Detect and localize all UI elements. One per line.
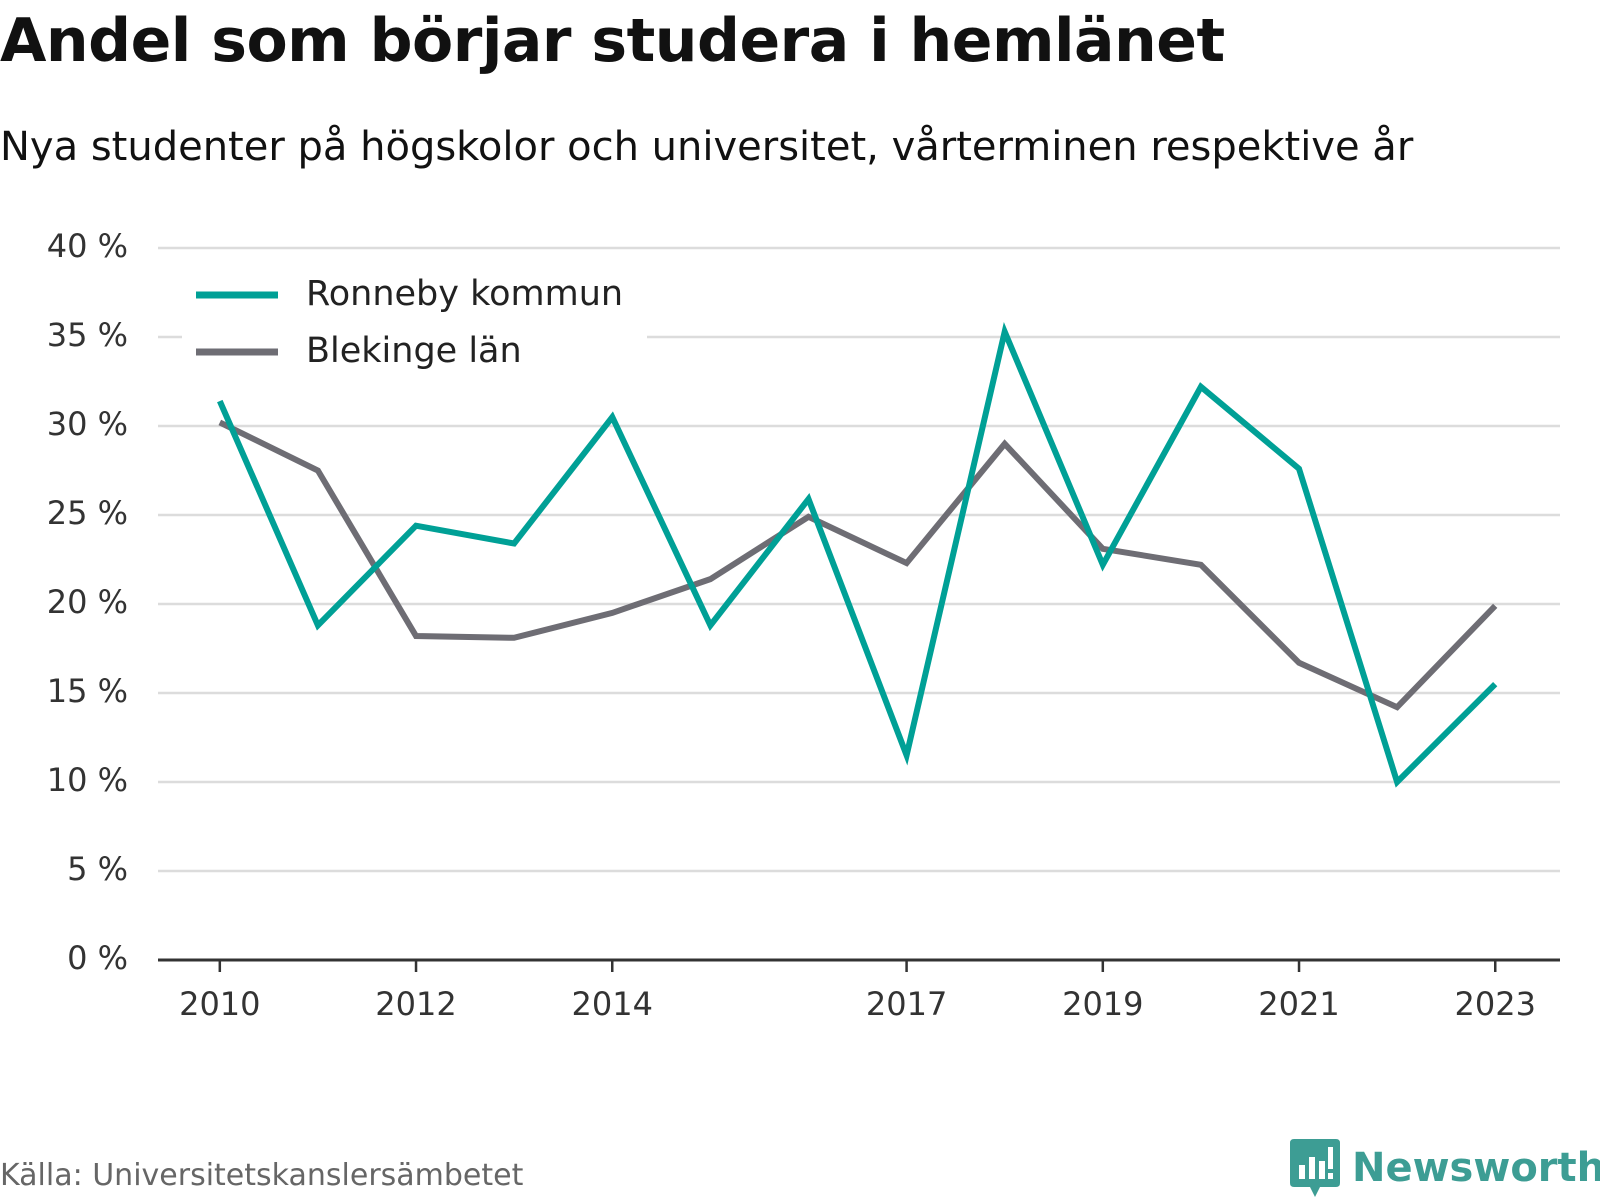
x-axis-tick-labels: 2010 2012 2014 2017 2019 2021 2023 <box>179 985 1536 1023</box>
y-tick-label-40: 40 % <box>47 227 128 265</box>
series-line-blekinge-l-n <box>218 419 1498 711</box>
y-tick-label-5: 5 % <box>67 850 128 888</box>
brand-name: Newsworthy <box>1352 1145 1600 1191</box>
x-tick-label-2010: 2010 <box>179 985 260 1023</box>
y-tick-label-20: 20 % <box>47 583 128 621</box>
y-tick-label-35: 35 % <box>47 316 128 354</box>
legend-background <box>182 262 647 390</box>
x-tick-label-2017: 2017 <box>866 985 947 1023</box>
source-note: Källa: Universitetskanslersämbetet <box>0 1158 524 1193</box>
series-lines <box>217 321 1498 788</box>
legend-label-blekinge-l-n: Blekinge län <box>306 331 522 371</box>
y-tick-label-0: 0 % <box>67 939 128 977</box>
legend: Ronneby kommun Blekinge län <box>182 262 647 390</box>
chart-subtitle: Nya studenter på högskolor och universit… <box>0 124 1414 170</box>
y-tick-label-30: 30 % <box>47 405 128 443</box>
x-tick-label-2019: 2019 <box>1062 985 1143 1023</box>
x-axis <box>158 958 1560 972</box>
y-tick-label-25: 25 % <box>47 494 128 532</box>
chart-title: Andel som börjar studera i hemlänet <box>0 6 1225 76</box>
brand-logo: Newsworthy <box>1290 1138 1600 1198</box>
y-tick-label-10: 10 % <box>47 761 128 799</box>
x-tick-label-2021: 2021 <box>1258 985 1339 1023</box>
y-axis-tick-labels: 0 % 5 % 10 % 15 % 20 % 25 % 30 % 35 % 40 % <box>47 227 128 977</box>
y-tick-label-15: 15 % <box>47 672 128 710</box>
gridlines <box>158 246 1560 873</box>
x-tick-label-2023: 2023 <box>1455 985 1536 1023</box>
newsworthy-logo-icon <box>1290 1139 1340 1197</box>
x-tick-label-2014: 2014 <box>572 985 653 1023</box>
series-line-ronneby-kommun <box>217 321 1498 788</box>
legend-label-ronneby-kommun: Ronneby kommun <box>306 274 623 314</box>
x-tick-label-2012: 2012 <box>375 985 456 1023</box>
